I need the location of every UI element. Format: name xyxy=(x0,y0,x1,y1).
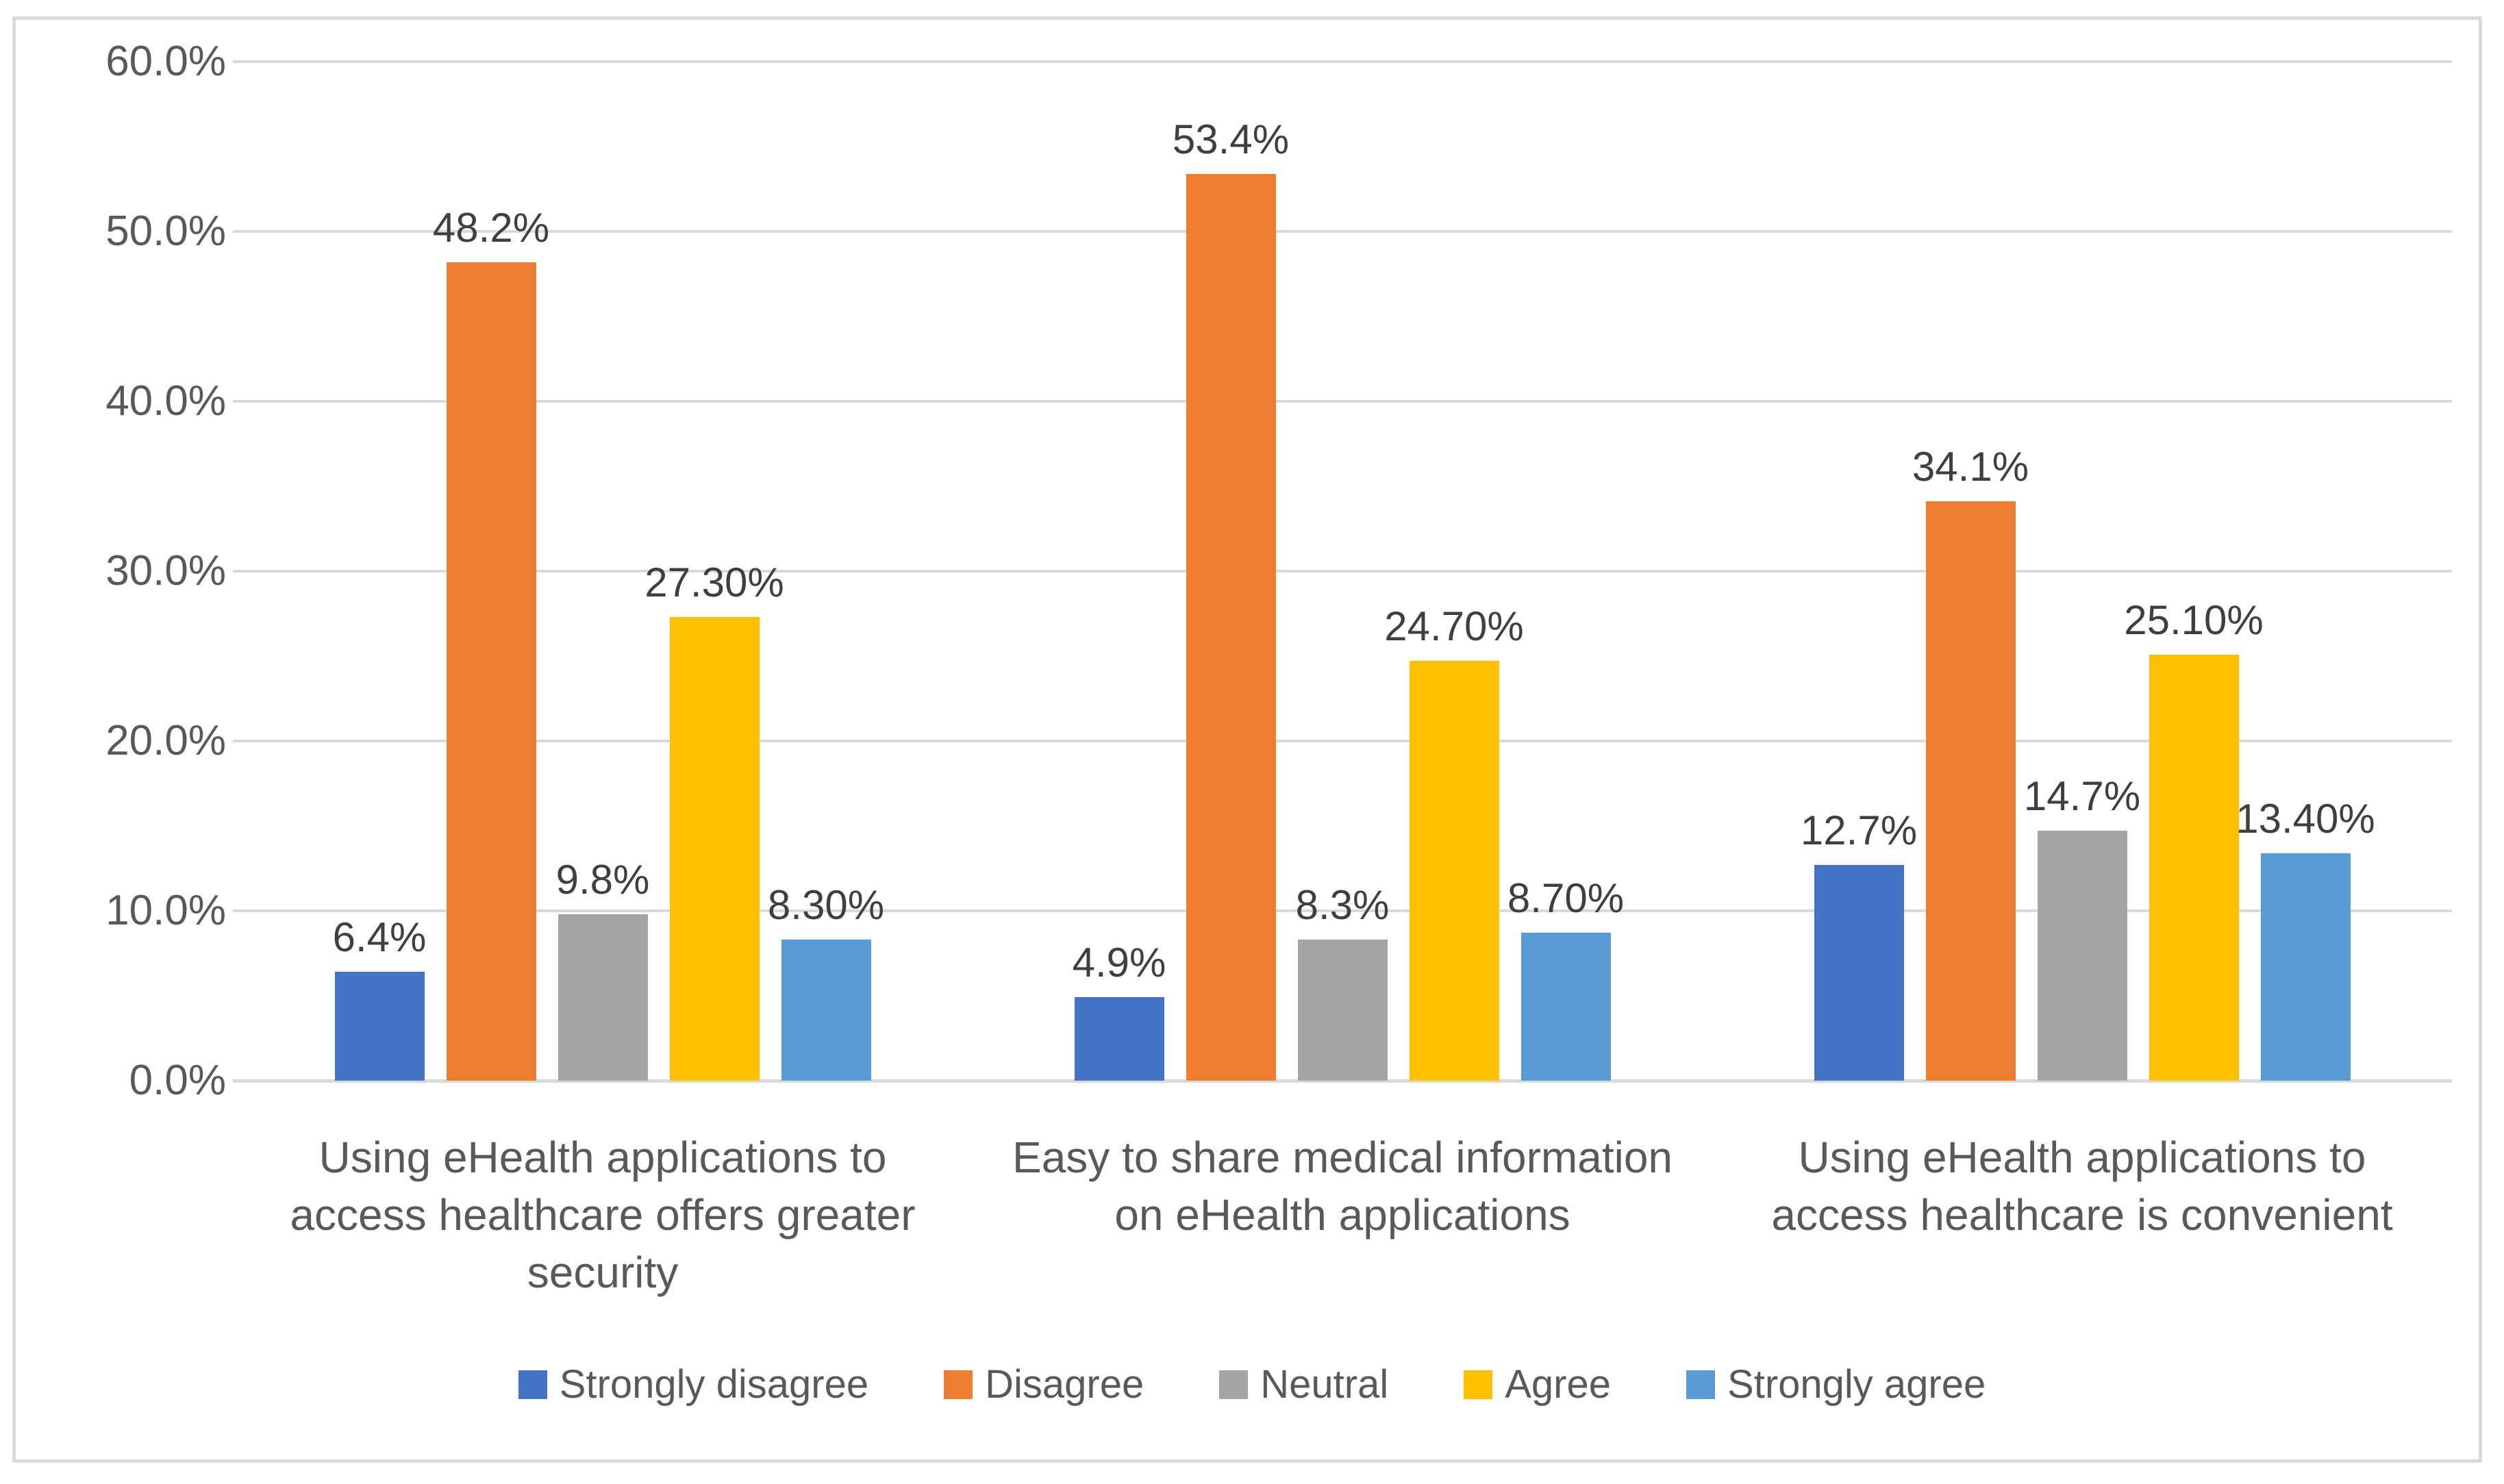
legend-swatch-icon xyxy=(518,1370,547,1399)
legend-item-agree: Agree xyxy=(1464,1361,1611,1407)
category-label: Using eHealth applications to access hea… xyxy=(290,1133,916,1297)
bar-agree xyxy=(1409,661,1499,1081)
data-label: 48.2% xyxy=(432,204,550,251)
bar-cell: 4.9% xyxy=(1073,940,1166,1081)
data-label: 12.7% xyxy=(1800,807,1918,854)
y-axis-tick-labels: 60.0% 50.0% 40.0% 30.0% 20.0% 10.0% 0.0% xyxy=(21,38,226,1104)
data-label: 53.4% xyxy=(1172,116,1290,162)
bar-cell: 6.4% xyxy=(333,914,426,1081)
gridline xyxy=(233,400,2452,403)
gridline xyxy=(233,60,2452,63)
bar-cell: 14.7% xyxy=(2024,773,2140,1081)
bar-disagree xyxy=(446,262,536,1081)
bar-cell: 9.8% xyxy=(556,857,649,1081)
bar-cell: 53.4% xyxy=(1173,116,1289,1081)
data-label: 14.7% xyxy=(2023,773,2141,820)
gridline xyxy=(233,909,2452,912)
bar-agree xyxy=(2149,654,2239,1081)
bar-cell: 27.30% xyxy=(644,559,784,1081)
data-label: 13.40% xyxy=(2236,795,2375,842)
legend-swatch-icon xyxy=(1464,1370,1493,1399)
data-label: 4.9% xyxy=(1072,940,1166,986)
category-axis-labels: Using eHealth applications to access hea… xyxy=(233,1129,2452,1301)
bar-group-3: 12.7% 34.1% 14.7% 25.10% 13.40% xyxy=(1712,62,2452,1081)
legend-item-strongly-agree: Strongly agree xyxy=(1686,1361,1986,1407)
legend-swatch-icon xyxy=(1686,1370,1716,1399)
bar-cell: 8.3% xyxy=(1296,882,1389,1081)
legend-label: Strongly agree xyxy=(1727,1362,1986,1407)
bar-strongly-agree xyxy=(2260,853,2351,1081)
y-axis-tick-label: 10.0% xyxy=(105,887,226,934)
bar-cell: 8.70% xyxy=(1507,875,1624,1081)
bar-cell: 24.70% xyxy=(1384,603,1524,1081)
bar-neutral xyxy=(2037,831,2127,1081)
x-axis-line xyxy=(233,1079,2452,1083)
category-label: Using eHealth applications to access hea… xyxy=(1771,1133,2393,1240)
bar-group-1: 6.4% 48.2% 9.8% 27.30% 8.30% xyxy=(233,62,973,1081)
data-label: 8.30% xyxy=(767,882,885,929)
data-label: 25.10% xyxy=(2124,596,2264,643)
legend-label: Strongly disagree xyxy=(559,1362,869,1407)
bar-cell: 34.1% xyxy=(1912,444,2029,1081)
legend-label: Agree xyxy=(1505,1362,1612,1407)
legend-label: Disagree xyxy=(985,1362,1144,1407)
legend: Strongly disagree Disagree Neutral Agree Str… xyxy=(0,1361,2504,1407)
gridlines xyxy=(233,60,2452,1083)
bar-agree xyxy=(669,616,760,1081)
bar-strongly-agree xyxy=(1520,933,1611,1081)
bar-cell: 12.7% xyxy=(1801,807,1917,1081)
legend-item-neutral: Neutral xyxy=(1219,1361,1388,1407)
bar-cell: 13.40% xyxy=(2236,796,2375,1081)
bar-cell: 25.10% xyxy=(2124,597,2264,1081)
bar-cell: 8.30% xyxy=(768,882,884,1081)
legend-item-strongly-disagree: Strongly disagree xyxy=(518,1361,868,1407)
legend-item-disagree: Disagree xyxy=(944,1361,1144,1407)
bar-strongly-disagree xyxy=(334,972,425,1081)
y-axis-tick-label: 40.0% xyxy=(105,377,226,425)
gridline xyxy=(233,570,2452,573)
data-label: 6.4% xyxy=(332,914,427,961)
plot-area: 6.4% 48.2% 9.8% 27.30% 8.30% 4.9% 53.4% 8.3% 24.… xyxy=(233,62,2452,1081)
data-label: 24.70% xyxy=(1384,603,1524,650)
data-label: 8.70% xyxy=(1507,875,1625,922)
y-axis-tick-label: 60.0% xyxy=(105,38,226,85)
bar-cell: 48.2% xyxy=(433,205,549,1081)
gridline xyxy=(233,230,2452,233)
data-label: 8.3% xyxy=(1295,882,1390,929)
legend-swatch-icon xyxy=(944,1370,973,1399)
legend-label: Neutral xyxy=(1260,1362,1389,1407)
y-axis-tick-label: 30.0% xyxy=(105,547,226,594)
y-axis-tick-label: 50.0% xyxy=(105,207,226,255)
bar-disagree xyxy=(1925,501,2016,1081)
gridline xyxy=(233,740,2452,742)
bar-strongly-agree xyxy=(781,940,871,1081)
y-axis-tick-label: 0.0% xyxy=(129,1057,226,1104)
bar-neutral xyxy=(558,914,648,1081)
bar-strongly-disagree xyxy=(1814,865,1904,1081)
data-label: 34.1% xyxy=(1912,444,2029,490)
y-axis-tick-label: 20.0% xyxy=(105,717,226,764)
bar-neutral xyxy=(1297,940,1388,1081)
bar-disagree xyxy=(1186,173,1276,1081)
bar-strongly-disagree xyxy=(1074,997,1164,1081)
data-label: 9.8% xyxy=(555,856,650,903)
bar-group-2: 4.9% 53.4% 8.3% 24.70% 8.70% xyxy=(973,62,1712,1081)
legend-swatch-icon xyxy=(1219,1370,1249,1399)
data-label: 27.30% xyxy=(644,559,784,605)
category-label: Easy to share medical information on eHe… xyxy=(1012,1133,1673,1240)
